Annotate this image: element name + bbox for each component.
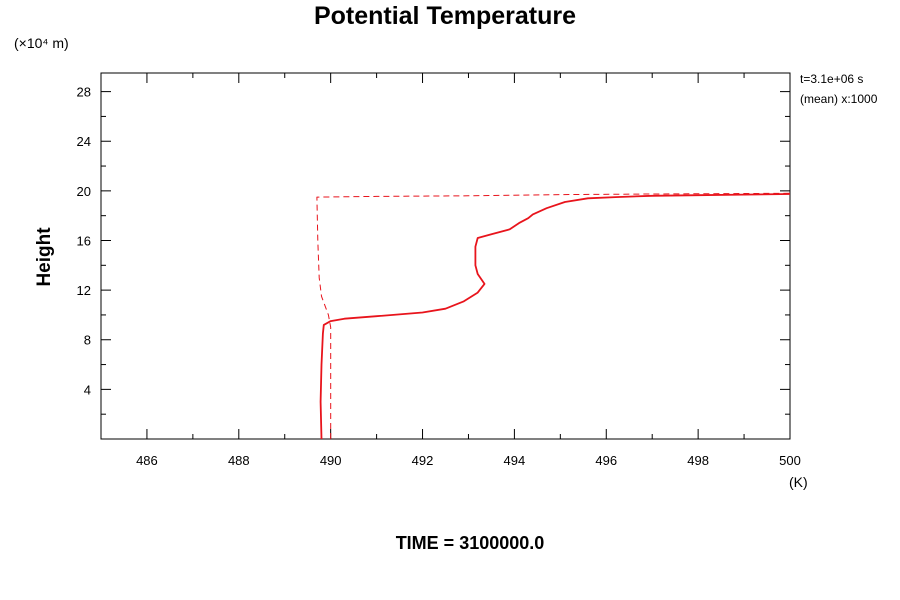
series-lines	[316, 192, 791, 440]
mean-annotation: (mean) x:1000	[800, 92, 878, 106]
y-axis-label: Height	[34, 227, 55, 287]
y-tick-label: 12	[77, 283, 91, 298]
x-tick-label: 494	[504, 453, 526, 468]
x-tick-label: 500	[779, 453, 801, 468]
y-tick-label: 16	[77, 233, 91, 248]
x-tick-label: 490	[320, 453, 342, 468]
y-tick-labels: 4 8 12 16 20 24 28	[77, 85, 91, 398]
y-tick-label: 28	[77, 85, 91, 100]
x-tick-label: 498	[687, 453, 709, 468]
x-tick-label: 492	[412, 453, 434, 468]
y-tick-label: 4	[84, 382, 91, 397]
x-tick-label: 486	[136, 453, 158, 468]
dashed-series-line	[316, 192, 791, 439]
x-tick-label: 496	[595, 453, 617, 468]
plot-frame	[100, 72, 791, 440]
time-annotation: t=3.1e+06 s	[800, 72, 863, 86]
axis-ticks	[101, 73, 791, 439]
y-unit-label: (×10⁴ m)	[14, 35, 69, 51]
solid-series-line	[319, 193, 791, 440]
y-tick-label: 24	[77, 134, 91, 149]
y-tick-label: 8	[84, 333, 91, 348]
x-unit-label: (K)	[789, 474, 808, 490]
time-caption: TIME = 3100000.0	[396, 533, 545, 553]
y-tick-label: 20	[77, 184, 91, 199]
chart-title: Potential Temperature	[314, 2, 576, 30]
x-tick-label: 488	[228, 453, 250, 468]
x-tick-labels: 486 488 490 492 494 496 498 500	[136, 453, 801, 468]
